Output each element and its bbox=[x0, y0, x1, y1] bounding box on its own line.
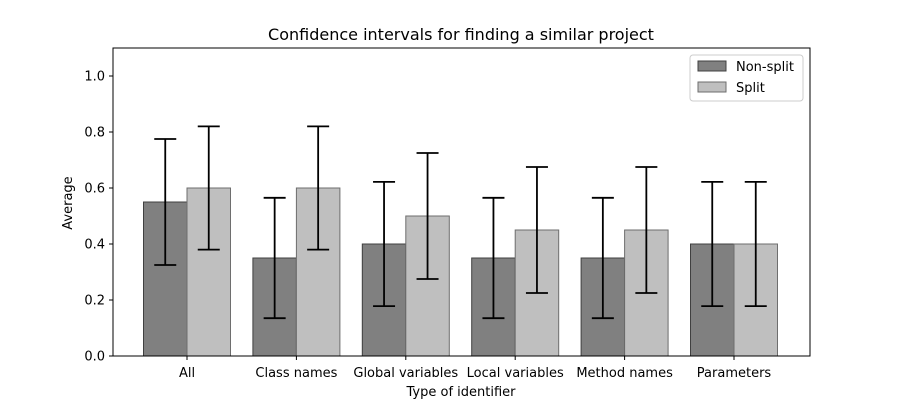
y-tick-label: 1.0 bbox=[84, 70, 105, 85]
x-tick-label: Class names bbox=[255, 366, 337, 381]
legend-entry-non-split: Non-split bbox=[697, 60, 794, 75]
y-tick-label: 0.8 bbox=[84, 126, 105, 141]
error-bar-non-split-local-variables bbox=[482, 196, 505, 320]
y-tick-label: 0.0 bbox=[84, 350, 105, 365]
plot-frame bbox=[112, 47, 811, 357]
plot-area bbox=[143, 125, 778, 357]
legend-swatch bbox=[697, 81, 727, 93]
error-bar-split-all bbox=[197, 125, 220, 251]
legend-label: Split bbox=[736, 81, 765, 96]
error-bar-split-class-names bbox=[307, 125, 330, 251]
error-bar-non-split-parameters bbox=[701, 180, 724, 308]
y-tick-label: 0.4 bbox=[84, 238, 105, 253]
legend-swatch bbox=[697, 60, 727, 72]
error-bar-non-split-method-names bbox=[591, 196, 614, 320]
error-bar-split-parameters bbox=[744, 180, 767, 308]
legend-entry-split: Split bbox=[697, 81, 765, 96]
x-tick-label: Global variables bbox=[353, 366, 458, 381]
error-bar-split-global-variables bbox=[416, 152, 439, 280]
axes: All Class names Global variables Local vari… bbox=[84, 70, 771, 382]
y-axis-label: Average bbox=[61, 176, 76, 229]
legend-label: Non-split bbox=[736, 60, 794, 75]
error-bar-non-split-global-variables bbox=[373, 180, 396, 308]
x-tick-label: Parameters bbox=[697, 366, 772, 381]
y-tick-label: 0.2 bbox=[84, 294, 105, 309]
error-bar-non-split-all bbox=[154, 138, 177, 266]
error-bar-non-split-class-names bbox=[263, 196, 286, 320]
y-tick-label: 0.6 bbox=[84, 182, 105, 197]
legend: Non-split Split bbox=[689, 54, 804, 102]
x-tick-label: All bbox=[179, 366, 195, 381]
x-axis-label: Type of identifier bbox=[406, 385, 517, 400]
x-tick-label: Local variables bbox=[467, 366, 564, 381]
x-tick-label: Method names bbox=[576, 366, 673, 381]
error-bar-split-local-variables bbox=[525, 166, 548, 294]
error-bar-split-method-names bbox=[635, 166, 658, 294]
chart-title: Confidence intervals for finding a simil… bbox=[268, 25, 654, 44]
